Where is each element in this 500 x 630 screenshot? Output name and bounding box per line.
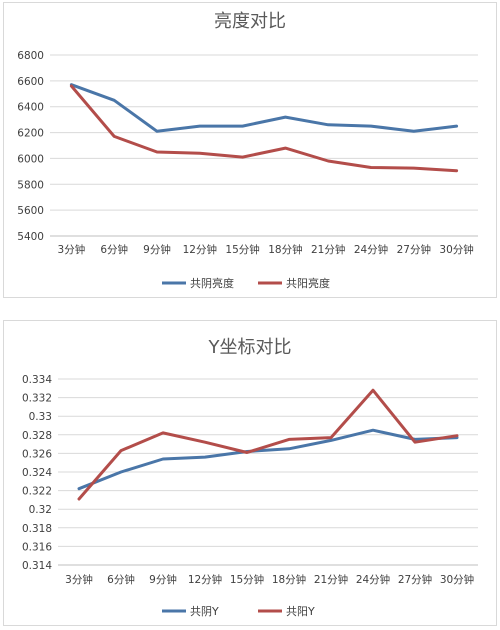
- x-tick-label: 21分钟: [314, 573, 348, 586]
- chart-panel-brightness: 亮度对比 5400 5600 5800 6000 6200 6400 6600 6800 3分钟 6…: [3, 2, 497, 298]
- y-tick-label: 6600: [17, 76, 44, 88]
- x-tick-label: 24分钟: [356, 573, 390, 586]
- y-tick-label: 5800: [17, 179, 44, 191]
- x-tick-label: 3分钟: [58, 243, 86, 256]
- series-line-1: [77, 428, 459, 491]
- y-tick-label: 6000: [17, 153, 44, 165]
- chart-panel-y-coordinate: Y坐标对比 0.314 0.316 0.318 0.32 0.322 0.324 0.326 0…: [3, 320, 497, 626]
- series-line-1: [69, 83, 459, 133]
- legend-label-2: 共阳Y: [286, 605, 315, 618]
- x-tick-label: 27分钟: [398, 573, 432, 586]
- y-tick-label: 0.326: [22, 448, 52, 460]
- legend-label-2: 共阳亮度: [286, 276, 330, 290]
- x-tick-label: 3分钟: [65, 573, 93, 586]
- legend-label-1: 共阴Y: [190, 605, 219, 618]
- x-tick-label: 12分钟: [188, 573, 222, 586]
- y-tick-label: 5400: [17, 231, 44, 243]
- y-tick-label: 0.328: [22, 430, 52, 442]
- y-tick-label: 0.318: [22, 523, 52, 535]
- y-tick-label: 0.33: [29, 411, 52, 423]
- x-tick-label: 15分钟: [225, 243, 259, 256]
- y-tick-label: 6400: [17, 102, 44, 114]
- y-tick-label: 0.332: [22, 393, 52, 405]
- x-tick-label: 30分钟: [440, 573, 474, 586]
- y-coordinate-chart-svg: Y坐标对比 0.314 0.316 0.318 0.32 0.322 0.324 0.326 0…: [22, 337, 478, 618]
- x-tick-label: 9分钟: [149, 573, 177, 586]
- legend-label-1: 共阴亮度: [190, 276, 234, 290]
- y-tick-label: 0.316: [22, 541, 52, 553]
- x-tick-label: 9分钟: [143, 243, 171, 256]
- x-tick-label: 24分钟: [354, 243, 388, 256]
- y-tick-label: 6200: [17, 128, 44, 140]
- y-tick-label: 6800: [17, 50, 44, 62]
- y-tick-label: 5600: [17, 205, 44, 217]
- x-tick-label: 6分钟: [100, 243, 128, 256]
- x-tick-label: 27分钟: [397, 243, 431, 256]
- y-tick-label: 0.322: [22, 486, 52, 498]
- x-tick-label: 12分钟: [183, 243, 217, 256]
- y-tick-label: 0.32: [29, 504, 52, 516]
- x-tick-label: 18分钟: [268, 243, 302, 256]
- x-tick-label: 6分钟: [107, 573, 135, 586]
- y-tick-label: 0.334: [22, 374, 52, 386]
- series-line-2: [69, 84, 459, 173]
- chart-title: Y坐标对比: [208, 337, 292, 358]
- series-line-2: [77, 388, 459, 501]
- x-tick-label: 18分钟: [272, 573, 306, 586]
- x-tick-label: 21分钟: [311, 243, 345, 256]
- y-tick-label: 0.314: [22, 560, 52, 572]
- x-tick-label: 15分钟: [230, 573, 264, 586]
- chart-title: 亮度对比: [214, 11, 286, 32]
- x-tick-label: 30分钟: [439, 243, 473, 256]
- y-tick-label: 0.324: [22, 467, 52, 479]
- brightness-chart-svg: 亮度对比 5400 5600 5800 6000 6200 6400 6600 6800 3分钟 6…: [17, 11, 478, 290]
